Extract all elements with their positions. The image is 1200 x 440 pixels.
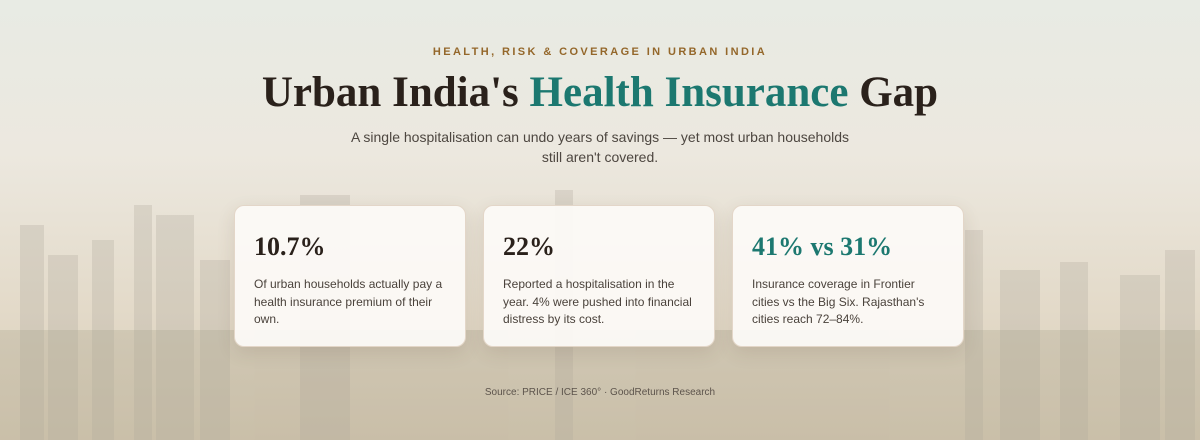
title-text: Gap	[859, 69, 939, 116]
stat-description: Reported a hospitalisation in the year. …	[503, 277, 692, 326]
stat-description: Insurance coverage in Frontier cities vs…	[752, 277, 925, 326]
title-text: Urban India's	[261, 69, 519, 116]
stat-card: 10.7% Of urban households actually pay a…	[234, 205, 466, 347]
page-title: Urban India's Health Insurance Gap	[0, 68, 1200, 117]
source-note: Source: PRICE / ICE 360° · GoodReturns R…	[484, 387, 716, 398]
title-highlight: Health Insurance	[529, 69, 849, 116]
stat-description: Of urban households actually pay a healt…	[254, 277, 443, 326]
stat-value: 41% vs 31%	[752, 232, 893, 261]
eyebrow: HEALTH, RISK & COVERAGE IN URBAN INDIA	[432, 46, 768, 58]
stat-card: 41% vs 31% Insurance coverage in Frontie…	[732, 205, 964, 347]
stat-value: 10.7%	[254, 232, 326, 261]
subtitle: A single hospitalisation can undo years …	[350, 129, 850, 165]
stat-value: 22%	[503, 232, 555, 261]
stat-card: 22% Reported a hospitalisation in the ye…	[483, 205, 715, 347]
